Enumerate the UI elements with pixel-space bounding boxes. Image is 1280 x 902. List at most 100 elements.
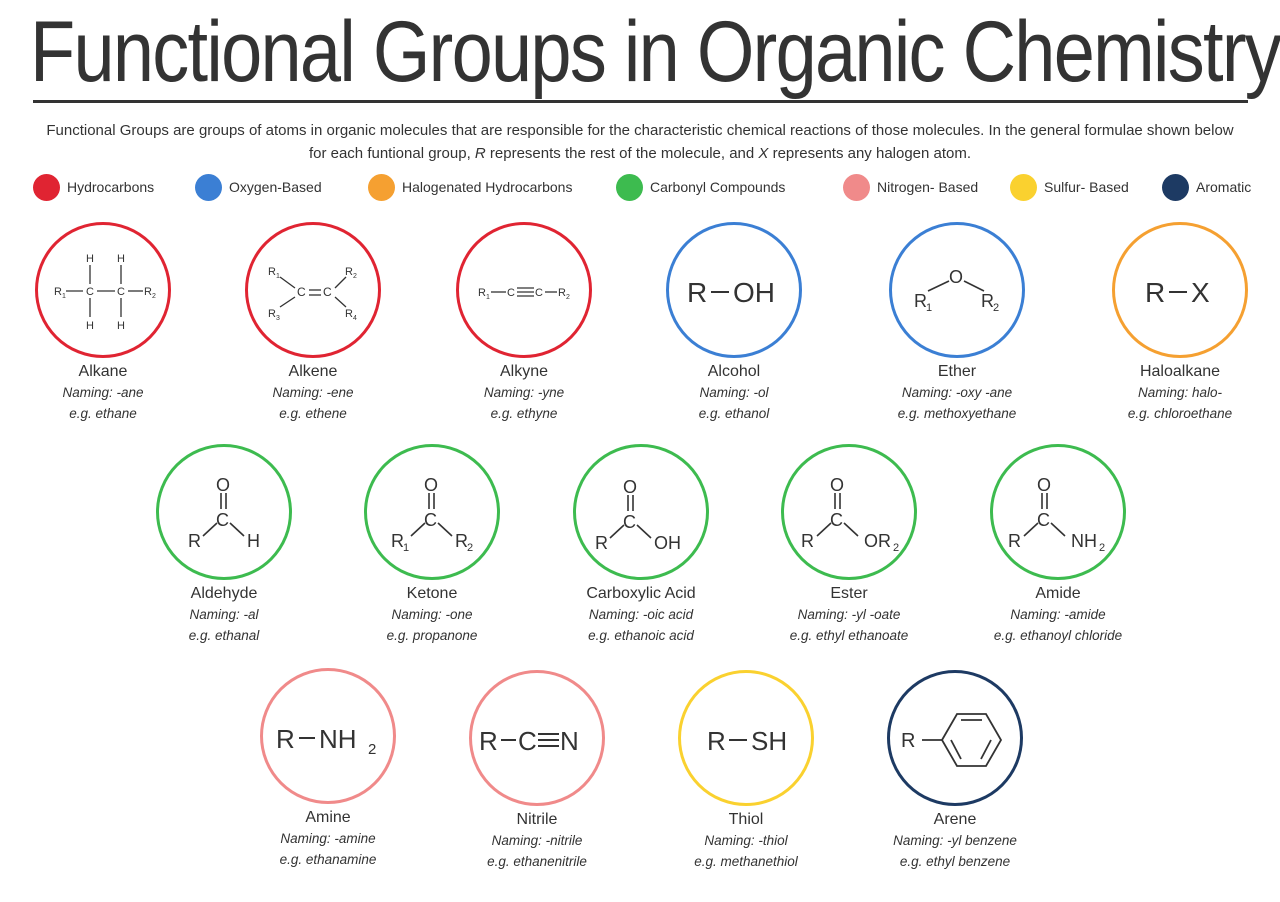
svg-text:4: 4 [353,315,357,322]
svg-text:OH: OH [654,533,681,553]
svg-text:R: R [391,531,404,551]
svg-text:C: C [1037,510,1050,530]
thiol-structure: R SH [707,726,787,756]
svg-text:2: 2 [368,741,376,758]
svg-text:R: R [595,533,608,553]
group-name: Carboxylic Acid [586,585,696,602]
svg-text:R: R [455,531,468,551]
group-example: e.g. ethanenitrile [487,854,587,869]
description: Functional Groups are groups of atoms in… [40,119,1240,165]
legend-label: Halogenated Hydrocarbons [402,179,573,195]
svg-text:R: R [268,308,276,320]
amine-structure: R NH 2 [276,724,376,758]
svg-text:O: O [424,475,438,495]
svg-text:C: C [830,510,843,530]
svg-text:C: C [297,285,306,299]
svg-text:2: 2 [467,542,473,554]
svg-text:1: 1 [62,293,66,300]
svg-text:C: C [86,286,94,298]
svg-text:O: O [830,475,844,495]
legend-item-hydrocarbons: Hydrocarbons [33,171,154,203]
svg-text:1: 1 [276,273,280,280]
svg-text:O: O [949,267,963,287]
svg-text:R: R [914,291,927,311]
svg-text:2: 2 [1099,542,1105,554]
svg-text:O: O [216,475,230,495]
description-part2: represents the rest of the molecule, and [485,145,759,162]
group-name: Haloalkane [1139,363,1221,380]
legend-label: Sulfur- Based [1044,179,1129,195]
group-name: Alcohol [707,363,761,380]
svg-text:R: R [801,531,814,551]
haloalkane-ring: R X [1112,222,1248,358]
group-naming: Naming: -amide [1010,607,1106,622]
haloalkane-structure: R X [1145,277,1210,308]
group-name: Ester [830,585,868,602]
group-name: Alkane [78,363,128,380]
nitrile-ring: R C N [469,670,605,806]
svg-text:R: R [981,291,994,311]
group-naming: Naming: halo- [1137,385,1223,400]
svg-text:2: 2 [152,293,156,300]
svg-text:H: H [86,253,94,265]
svg-text:NH: NH [1071,531,1097,551]
legend-item-sulfur-based: Sulfur- Based [1010,171,1129,203]
svg-text:1: 1 [403,542,409,554]
svg-text:C: C [424,510,437,530]
ester-structure: O C R OR 2 [801,475,899,554]
legend-item-halogenated: Halogenated Hydrocarbons [368,171,572,203]
description-part3: represents any halogen atom. [768,145,972,162]
group-example: e.g. ethane [69,406,137,421]
group-naming: Naming: -oxy -ane [901,385,1013,400]
svg-text:C: C [535,287,543,299]
svg-text:H: H [86,320,94,332]
group-name: Ketone [406,585,458,602]
svg-text:1: 1 [486,294,490,301]
legend-dot [195,173,222,201]
description-part1: Functional Groups are groups of atoms in… [46,122,1234,162]
svg-text:R: R [479,726,498,756]
amide-structure: O C R NH 2 [1008,475,1105,554]
legend-dot [843,173,870,201]
group-naming: Naming: -al [189,607,259,622]
page-title: Functional Groups in Organic Chemistry [30,4,1280,100]
legend-item-carbonyl: Carbonyl Compounds [616,171,785,203]
arene-structure: R [901,713,1003,767]
svg-text:R: R [558,287,566,299]
arene-ring: R [887,670,1023,806]
legend: Hydrocarbons Oxygen-Based Halogenated Hy… [0,171,1280,203]
svg-text:O: O [623,477,637,497]
group-naming: Naming: -nitrile [491,833,583,848]
group-name: Alkene [288,363,338,380]
group-name: Nitrile [516,811,558,828]
svg-text:1: 1 [926,302,932,314]
legend-label: Oxygen-Based [229,179,322,195]
svg-text:R: R [345,266,353,278]
group-naming: Naming: -thiol [704,833,788,848]
legend-label: Hydrocarbons [67,179,155,195]
group-name: Thiol [728,811,764,828]
nitrile-structure: R C N [479,726,579,756]
aldehyde-ring: O C R H [156,444,292,580]
group-naming: Naming: -oic acid [588,607,694,622]
legend-item-oxygen-based: Oxygen-Based [195,171,322,203]
carboxylic-acid-structure: O C R OH [595,477,681,553]
group-name: Alkyne [499,363,549,380]
legend-item-nitrogen-based: Nitrogen- Based [843,171,978,203]
group-name: Aldehyde [190,585,258,602]
group-example: e.g. ethene [279,406,347,421]
svg-text:R: R [1008,531,1021,551]
legend-dot [1162,173,1189,201]
svg-text:R: R [188,531,201,551]
group-naming: Naming: -yl -oate [797,607,901,622]
svg-text:R: R [1145,277,1165,308]
legend-label: Aromatic [1196,179,1252,195]
